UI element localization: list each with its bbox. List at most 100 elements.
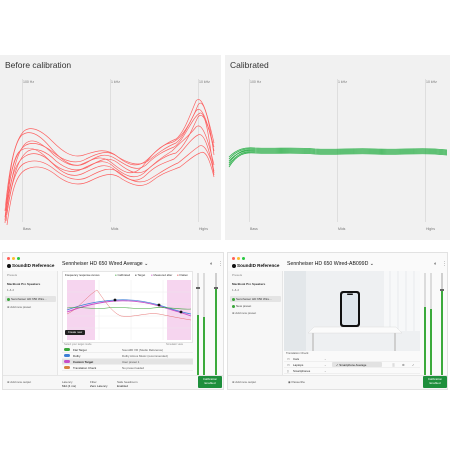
create-new-preset-button[interactable]: Create new	[65, 330, 85, 335]
before-response-curves	[4, 99, 215, 226]
mode-tag-icon	[64, 348, 70, 351]
bottom-bar: ⊕ Add new output ◉ Passerthe	[228, 375, 447, 389]
meter-fill	[424, 307, 426, 377]
app-brand-name: SoundID Reference	[237, 263, 280, 268]
sidebar-item-macbook[interactable]: MacBook Pro Speakers	[7, 282, 41, 286]
measured-curve	[66, 300, 192, 317]
checkmark-icon[interactable]: ✓	[412, 362, 415, 367]
slider-knob[interactable]	[214, 287, 218, 289]
headphone-selector[interactable]: Sennheiser HD 650 Wired-AB099D ⌄	[287, 261, 374, 267]
response-curve	[5, 108, 215, 206]
band-label: Bass	[23, 227, 31, 231]
maximize-window-button[interactable]	[17, 257, 20, 260]
calibration-toggle-button[interactable]: Calibration Enabled	[423, 376, 447, 388]
sidebar-selection	[5, 296, 56, 302]
app-logo: SoundID Reference	[232, 263, 279, 268]
legend-target[interactable]: ● Target	[135, 273, 145, 277]
list-item-laptops[interactable]: ▭ Laptops ⌄	[284, 362, 420, 368]
soundid-app-window-translation: SoundID Reference Sennheiser HD 650 Wire…	[227, 252, 448, 390]
response-curve	[4, 102, 215, 221]
passthrough-label: Passerthe	[291, 380, 305, 384]
maximize-window-button[interactable]	[242, 257, 245, 260]
output-volume-slider[interactable]	[215, 273, 217, 377]
add-new-preset-link[interactable]: ⊕ Add new preset	[232, 311, 257, 315]
soundid-logo-icon	[7, 263, 11, 268]
before-panel-title: Before calibration	[5, 60, 72, 70]
passthrough-toggle[interactable]: ◉ Passerthe	[288, 380, 305, 384]
list-item-cars[interactable]: ▭ Cars ⌄	[284, 356, 420, 362]
band-label: Mids	[338, 227, 346, 231]
list-item-smartphones[interactable]: ▯ Smartphones ⌄	[284, 368, 420, 374]
sidebar-item-macbook[interactable]: MacBook Pro Speakers	[232, 282, 266, 286]
legend-flatten[interactable]: ● Flatten	[177, 273, 188, 277]
band-label: Highs	[199, 227, 208, 231]
freq-label: 1 kHz	[111, 80, 120, 84]
app-logo: SoundID Reference	[7, 263, 54, 268]
safe-headroom-value[interactable]: Enabled	[117, 384, 129, 388]
legend-dot-icon: ●	[135, 273, 137, 277]
contrast-icon[interactable]: ◐	[434, 261, 438, 267]
latency-value[interactable]: Mid (4 ms)	[62, 384, 77, 388]
row-name: Translation Check	[73, 366, 97, 370]
add-new-preset-link[interactable]: ⊕ Add new preset	[7, 305, 32, 309]
target-mode-table: Select your target mode Simulator view F…	[62, 343, 193, 371]
calibration-toggle-button[interactable]: Calibration Enabled	[198, 376, 222, 388]
table-row[interactable]: Dolby Dolby Atmos Music (recommended)	[62, 353, 193, 359]
response-curve	[6, 151, 215, 226]
filter-value[interactable]: Zero Latency	[90, 384, 108, 388]
more-options-icon[interactable]: ⋮	[218, 261, 223, 267]
output-volume-slider[interactable]	[441, 273, 443, 377]
contrast-icon[interactable]: ◐	[210, 261, 214, 267]
level-meter-left	[197, 273, 199, 377]
settings-icon[interactable]: ⚙	[402, 362, 405, 367]
legend-label: Target	[137, 273, 146, 277]
calib-btn-line: Enabled	[204, 380, 216, 385]
minimize-window-button[interactable]	[237, 257, 240, 260]
table-row[interactable]: Translation Check No preset loaded	[62, 365, 193, 371]
sidebar-item-headphones[interactable]: Sennheiser HD 650 Wire...	[7, 297, 47, 301]
app-brand-name: SoundID Reference	[12, 263, 55, 268]
row-desc: SoundID VR (Studio Reference)	[122, 348, 164, 352]
chevron-down-icon: ⌄	[324, 362, 327, 367]
more-options-icon[interactable]: ⋮	[442, 261, 447, 267]
level-meter-left	[424, 273, 426, 377]
response-curve	[5, 145, 215, 222]
slider-fill	[441, 289, 443, 377]
headphone-selector[interactable]: Sennheiser HD 650 Wired Average ⌄	[62, 261, 148, 267]
table-row-selected[interactable]: Custom Target User preset 1	[62, 359, 193, 365]
legend-dot-icon: ●	[177, 273, 179, 277]
minimize-window-button[interactable]	[12, 257, 15, 260]
sidebar-item-macbook-sub: 1 & 2	[232, 288, 240, 292]
frequency-response-plot: Frequency response curves ● Calibrated ●…	[62, 271, 193, 343]
presets-label: Presets	[232, 273, 243, 277]
add-preset-label: Add new preset	[235, 311, 257, 315]
device-label: Laptops	[293, 363, 304, 368]
info-icon[interactable]: ⓘ	[392, 362, 396, 367]
legend-calibrated[interactable]: ● Calibrated	[115, 273, 130, 277]
car-icon: ▭	[287, 357, 290, 361]
close-window-button[interactable]	[232, 257, 235, 260]
calib-btn-line: Calibration	[202, 377, 218, 381]
add-output-label: Add new output	[235, 380, 257, 384]
selected-device-pill[interactable]	[332, 362, 382, 367]
row-desc: Dolby Atmos Music (recommended)	[122, 354, 168, 358]
freq-label: 100 Hz	[23, 80, 35, 84]
add-new-output-button[interactable]: ⊕ Add new output	[232, 380, 257, 384]
laptop-icon: ▭	[287, 363, 290, 367]
freq-label: 10 kHz	[199, 80, 210, 84]
meter-knob[interactable]	[196, 287, 200, 289]
target-curve	[66, 299, 192, 315]
legend-measured-after[interactable]: ● Measured after	[151, 273, 172, 277]
table-row[interactable]: Flat Target SoundID VR (Studio Reference)	[62, 347, 193, 353]
check-icon	[232, 304, 235, 308]
calib-btn-line: Calibration	[427, 377, 443, 381]
add-new-output-button[interactable]: ⊕ Add new output	[7, 380, 32, 384]
row-desc: No preset loaded	[122, 366, 145, 370]
slider-knob[interactable]	[440, 289, 444, 291]
table-header: Select your target mode Simulator view	[62, 343, 193, 347]
meter-fill	[203, 317, 205, 377]
sidebar-item-new-preset[interactable]: New preset	[232, 304, 251, 308]
response-curve	[5, 112, 215, 216]
close-window-button[interactable]	[7, 257, 10, 260]
sidebar-item-headphones[interactable]: Sennheiser HD 650 Wire...	[232, 297, 272, 301]
